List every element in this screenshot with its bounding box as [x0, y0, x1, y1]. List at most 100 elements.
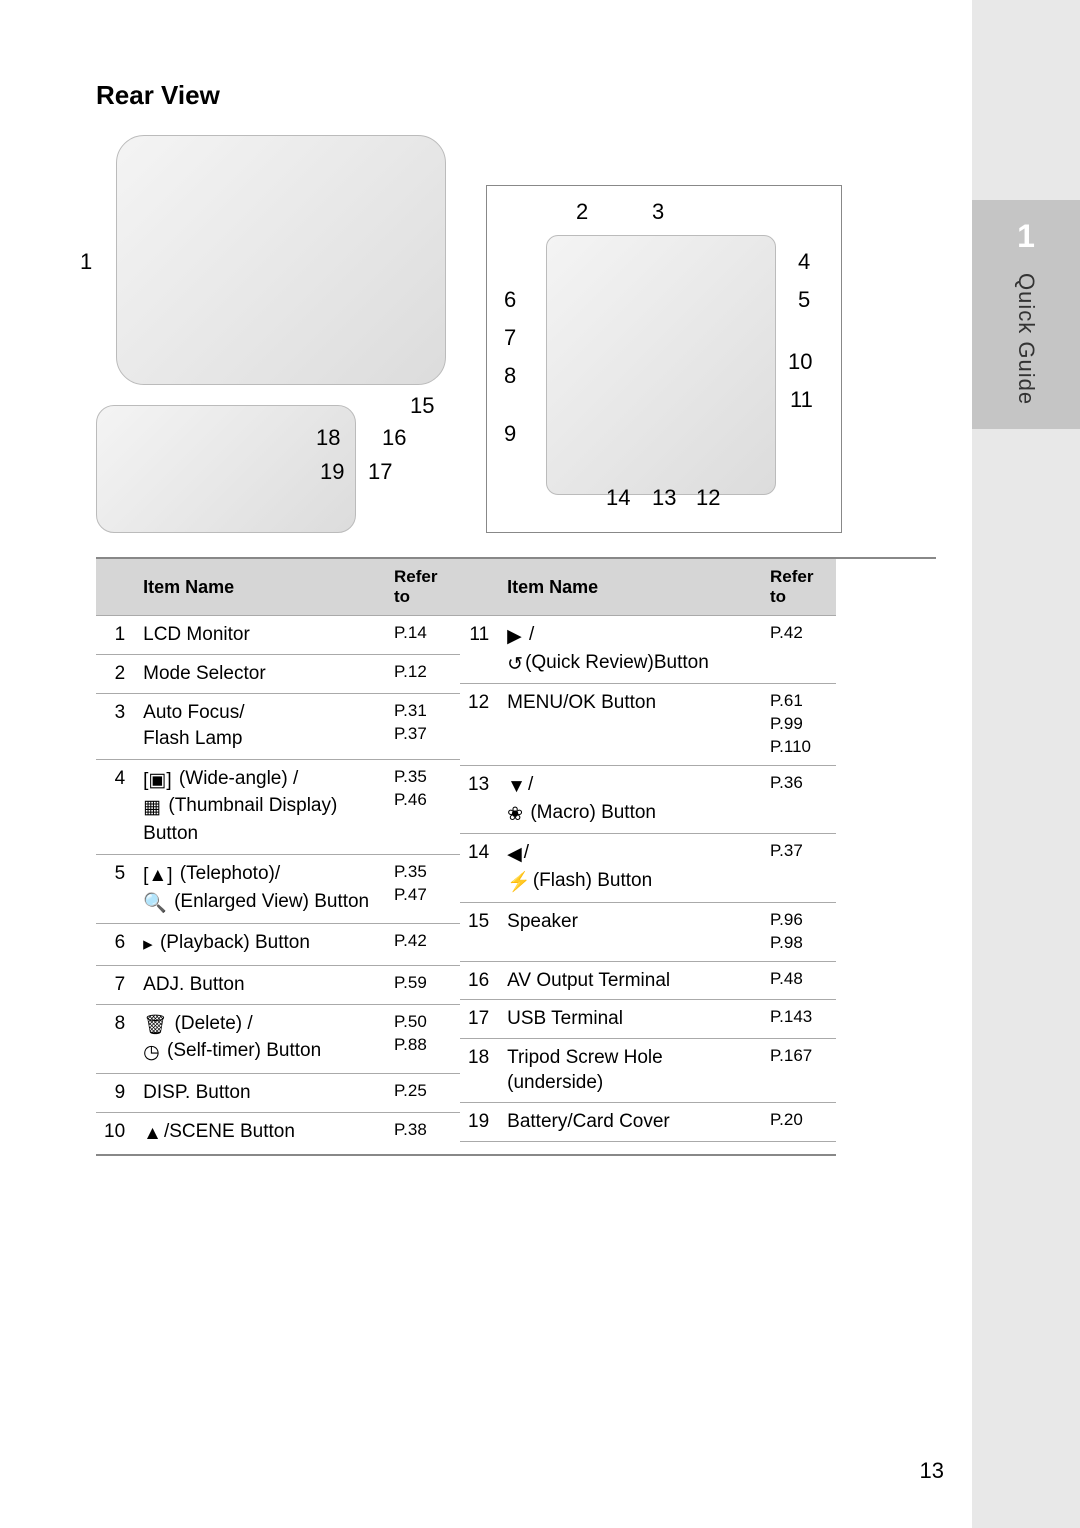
delete-icon: 🗑	[143, 1013, 167, 1039]
button-panel-illustration	[546, 235, 776, 495]
callout-18: 18	[316, 425, 340, 451]
item-ref: P.48	[762, 961, 836, 1000]
item-ref: P.143	[762, 1000, 836, 1039]
table-row: 4[▣] (Wide-angle) /▦ (Thumbnail Display)…	[96, 759, 460, 854]
table-row: 19Battery/Card CoverP.20	[460, 1103, 836, 1142]
col-num-header	[460, 559, 499, 616]
item-ref: P.50P.88	[386, 1004, 460, 1073]
callout-16: 16	[382, 425, 406, 451]
item-name: Battery/Card Cover	[499, 1103, 762, 1142]
item-name: USB Terminal	[499, 1000, 762, 1039]
item-ref: P.42	[386, 924, 460, 965]
callout-6: 6	[504, 287, 516, 313]
item-ref: P.35P.46	[386, 759, 460, 854]
item-ref: P.35P.47	[386, 855, 460, 924]
item-name: ◀/⚡(Flash) Button	[499, 834, 762, 902]
item-ref: P.20	[762, 1103, 836, 1142]
item-number: 18	[460, 1038, 499, 1102]
callout-9: 9	[504, 421, 516, 447]
item-number: 15	[460, 902, 499, 961]
item-ref: P.61P.99P.110	[762, 684, 836, 766]
item-ref: P.36	[762, 766, 836, 834]
wide-angle-icon: [▣]	[143, 768, 172, 794]
table-row: 13▼/❀ (Macro) ButtonP.36	[460, 766, 836, 834]
callout-10: 10	[788, 349, 812, 375]
item-name: Mode Selector	[135, 655, 386, 694]
table-row: 11▶ /↺(Quick Review)ButtonP.42	[460, 616, 836, 684]
item-ref: P.12	[386, 655, 460, 694]
playback-icon: ▸	[143, 932, 153, 958]
item-name: ▶ /↺(Quick Review)Button	[499, 616, 762, 684]
camera-rear-illustration	[116, 135, 446, 385]
item-name: LCD Monitor	[135, 616, 386, 655]
chapter-number: 1	[972, 218, 1080, 255]
item-number: 11	[460, 616, 499, 684]
item-name: ADJ. Button	[135, 965, 386, 1004]
table-row: 15SpeakerP.96P.98	[460, 902, 836, 961]
parts-tables: Item Name Refer to 1LCD MonitorP.142Mode…	[96, 557, 936, 1156]
item-name: ▸ (Playback) Button	[135, 924, 386, 965]
table-row: 10▲/SCENE ButtonP.38	[96, 1113, 460, 1155]
callout-13: 13	[652, 485, 676, 511]
item-number: 7	[96, 965, 135, 1004]
item-number: 1	[96, 616, 135, 655]
item-name	[499, 1141, 762, 1155]
item-ref: P.42	[762, 616, 836, 684]
table-row: 5[▲] (Telephoto)/🔍 (Enlarged View) Butto…	[96, 855, 460, 924]
parts-table-right: Item Name Refer to 11▶ /↺(Quick Review)B…	[460, 559, 836, 1156]
item-number: 8	[96, 1004, 135, 1073]
item-number: 12	[460, 684, 499, 766]
item-number: 19	[460, 1103, 499, 1142]
callout-15: 15	[410, 393, 434, 419]
item-name: DISP. Button	[135, 1074, 386, 1113]
item-number: 2	[96, 655, 135, 694]
item-number: 17	[460, 1000, 499, 1039]
item-number	[460, 1141, 499, 1155]
callout-2: 2	[576, 199, 588, 225]
item-number: 5	[96, 855, 135, 924]
item-number: 13	[460, 766, 499, 834]
section-heading: Rear View	[96, 80, 936, 111]
item-number: 10	[96, 1113, 135, 1155]
item-number: 16	[460, 961, 499, 1000]
page-number: 13	[920, 1458, 944, 1484]
callout-1: 1	[80, 249, 92, 275]
chapter-tab: 1 Quick Guide	[972, 200, 1080, 429]
item-ref	[762, 1141, 836, 1155]
magnify-icon: 🔍	[143, 891, 167, 917]
rear-view-diagram: 1 18 19 15 16 17 2 3 4 5 6 7 8 9 10 11 1…	[86, 125, 842, 533]
item-number: 3	[96, 694, 135, 759]
item-name: Tripod Screw Hole (underside)	[499, 1038, 762, 1102]
callout-4: 4	[798, 249, 810, 275]
table-row: 14◀/⚡(Flash) ButtonP.37	[460, 834, 836, 902]
item-ref: P.38	[386, 1113, 460, 1155]
table-row: 18Tripod Screw Hole (underside)P.167	[460, 1038, 836, 1102]
item-ref: P.37	[762, 834, 836, 902]
table-row: 9DISP. ButtonP.25	[96, 1074, 460, 1113]
item-number: 4	[96, 759, 135, 854]
item-ref: P.31P.37	[386, 694, 460, 759]
col-ref-header: Refer to	[762, 559, 836, 616]
table-row	[460, 1141, 836, 1155]
item-name: MENU/OK Button	[499, 684, 762, 766]
macro-icon: ❀	[507, 802, 523, 828]
item-name: Auto Focus/Flash Lamp	[135, 694, 386, 759]
parts-table-left: Item Name Refer to 1LCD MonitorP.142Mode…	[96, 559, 460, 1156]
callout-7: 7	[504, 325, 516, 351]
callout-5: 5	[798, 287, 810, 313]
item-ref: P.96P.98	[762, 902, 836, 961]
callout-8: 8	[504, 363, 516, 389]
quickreview-icon: ↺	[507, 652, 523, 678]
table-row: 2Mode SelectorP.12	[96, 655, 460, 694]
left-icon: ◀	[507, 842, 522, 868]
item-name: Speaker	[499, 902, 762, 961]
item-ref: P.25	[386, 1074, 460, 1113]
item-name: ▲/SCENE Button	[135, 1113, 386, 1155]
item-ref: P.59	[386, 965, 460, 1004]
callout-11: 11	[790, 387, 813, 413]
item-name: [▣] (Wide-angle) /▦ (Thumbnail Display) …	[135, 759, 386, 854]
item-name: AV Output Terminal	[499, 961, 762, 1000]
table-row: 8🗑 (Delete) /◷ (Self-timer) ButtonP.50P.…	[96, 1004, 460, 1073]
table-row: 12MENU/OK ButtonP.61P.99P.110	[460, 684, 836, 766]
table-row: 6▸ (Playback) ButtonP.42	[96, 924, 460, 965]
